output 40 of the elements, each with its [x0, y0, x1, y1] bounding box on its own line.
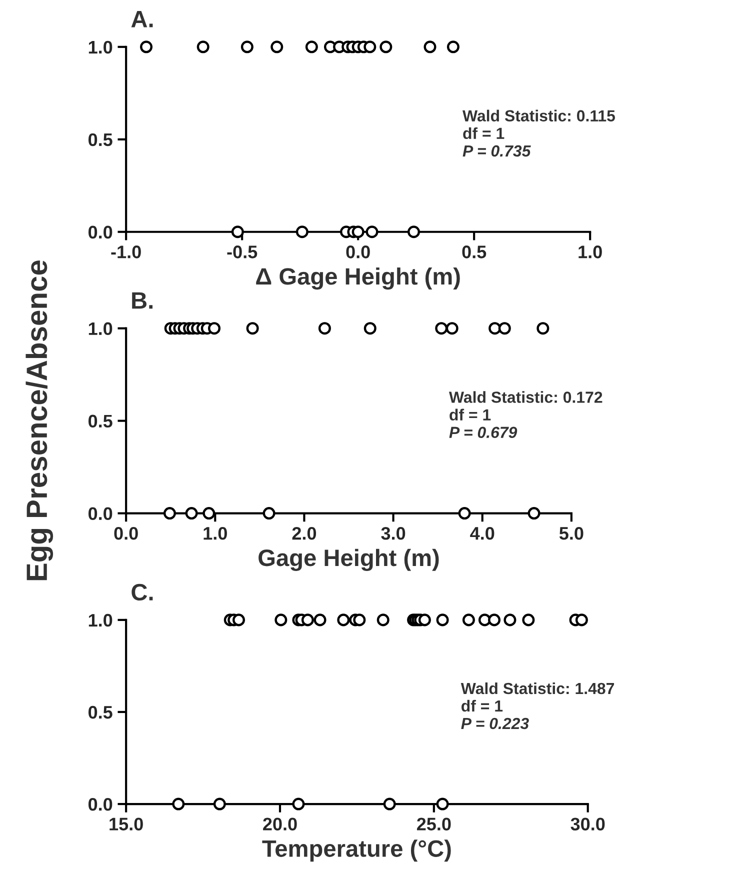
y-tick-label: 0.5 — [88, 414, 112, 428]
x-tick-label: 1.0 — [204, 526, 227, 540]
x-tick-label: 5.0 — [559, 526, 584, 540]
x-tick-label: -0.5 — [227, 246, 258, 258]
x-axis-title: Δ Gage Height (m) — [256, 267, 460, 290]
x-axis-title: Gage Height (m) — [258, 548, 439, 571]
y-tick-label: 0.5 — [88, 133, 112, 146]
annotation: Wald Statistic: 0.172 — [448, 391, 602, 403]
y-tick-label: 1.0 — [88, 614, 112, 627]
chart-title: C. — [132, 584, 153, 601]
y-tick-label: 1.0 — [88, 322, 112, 336]
annotation: P = 0.679 — [449, 426, 518, 438]
y-tick-label: 1.0 — [88, 40, 112, 54]
x-tick-label: 3.0 — [381, 526, 406, 540]
y-tick-label: 0.5 — [88, 706, 112, 719]
x-tick-label: 25.0 — [416, 818, 451, 830]
x-tick-label: 20.0 — [263, 818, 297, 830]
y-axis-title: Egg Presence/Absence — [26, 260, 54, 580]
x-tick-label: 0.5 — [462, 246, 486, 258]
annotation: P = 0.735 — [462, 145, 531, 157]
x-tick-label: 0.0 — [114, 526, 138, 540]
annotation: df = 1 — [463, 127, 504, 140]
annotation: Wald Statistic: 0.115 — [462, 110, 616, 122]
x-tick-label: 15.0 — [110, 818, 143, 830]
y-tick-label: 0.0 — [88, 507, 112, 520]
x-axis-title: Temperature (°C) — [262, 840, 451, 862]
annotation: df = 1 — [450, 408, 491, 420]
x-tick-label: 4.0 — [470, 526, 494, 540]
x-tick-label: -1.0 — [111, 246, 141, 258]
x-tick-label: 0.0 — [346, 246, 370, 258]
annotation: Wald Statistic: 1.487 — [460, 682, 614, 694]
x-tick-label: 1.0 — [578, 246, 602, 258]
annotation: P = 0.223 — [461, 718, 529, 730]
x-tick-label: 2.0 — [292, 526, 316, 540]
chart-title: B. — [132, 292, 153, 309]
y-tick-label: 0.0 — [88, 798, 112, 811]
annotation: df = 1 — [462, 700, 503, 712]
x-tick-label: 30.0 — [570, 818, 605, 831]
chart-title: A. — [131, 10, 153, 28]
y-tick-label: 0.0 — [88, 226, 112, 239]
